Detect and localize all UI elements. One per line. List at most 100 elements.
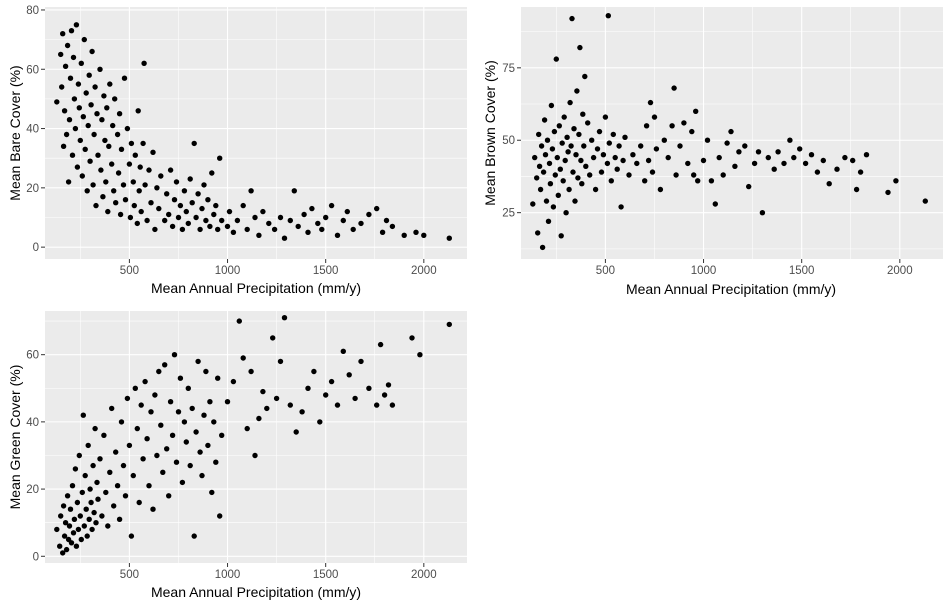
data-point bbox=[91, 131, 97, 138]
data-point bbox=[671, 85, 677, 91]
data-point bbox=[130, 472, 136, 479]
data-point bbox=[142, 378, 148, 385]
data-point bbox=[88, 102, 94, 108]
data-point bbox=[134, 425, 140, 432]
data-point bbox=[166, 211, 172, 218]
data-point bbox=[209, 170, 215, 176]
data-point bbox=[215, 226, 221, 233]
data-point bbox=[62, 63, 69, 69]
data-point bbox=[700, 157, 707, 164]
data-point bbox=[732, 163, 738, 169]
data-point bbox=[118, 419, 125, 425]
data-point bbox=[352, 395, 358, 402]
data-point bbox=[576, 131, 582, 138]
data-point bbox=[608, 178, 614, 184]
data-point bbox=[634, 160, 640, 167]
data-point bbox=[109, 161, 115, 167]
data-point bbox=[802, 160, 809, 167]
data-point bbox=[166, 493, 172, 499]
data-point bbox=[381, 392, 388, 398]
data-point bbox=[647, 99, 654, 106]
data-point bbox=[107, 469, 113, 475]
data-point bbox=[82, 146, 88, 152]
data-point bbox=[134, 220, 140, 227]
data-point bbox=[724, 140, 730, 146]
data-point bbox=[787, 137, 793, 143]
data-point bbox=[120, 182, 127, 188]
data-point bbox=[140, 456, 146, 462]
data-point bbox=[260, 208, 266, 215]
data-point bbox=[587, 172, 593, 178]
data-point bbox=[401, 232, 407, 238]
y-tick-label: 0 bbox=[33, 242, 39, 254]
data-point bbox=[75, 526, 82, 533]
data-point bbox=[266, 220, 272, 227]
y-tick-label: 80 bbox=[26, 5, 39, 17]
data-point bbox=[88, 499, 94, 506]
data-point bbox=[92, 84, 98, 90]
data-point bbox=[585, 120, 591, 126]
data-point bbox=[315, 220, 321, 227]
data-point bbox=[193, 429, 199, 435]
data-point bbox=[146, 483, 152, 489]
data-point bbox=[195, 191, 201, 197]
data-point bbox=[605, 13, 611, 19]
data-point bbox=[544, 137, 551, 143]
data-point bbox=[65, 179, 72, 185]
data-point bbox=[63, 131, 70, 138]
data-point bbox=[177, 375, 184, 381]
axes: 500 1000 1500 2000 25 50 75 bbox=[502, 63, 912, 277]
data-point bbox=[185, 385, 191, 391]
data-point bbox=[211, 419, 217, 425]
data-point bbox=[638, 143, 644, 149]
x-tick-label: 1000 bbox=[691, 265, 717, 277]
data-point bbox=[669, 123, 675, 129]
data-point bbox=[114, 483, 121, 489]
data-point bbox=[704, 137, 711, 143]
data-point bbox=[328, 202, 335, 209]
data-point bbox=[622, 134, 628, 140]
data-point bbox=[215, 375, 221, 381]
scatter-points bbox=[54, 315, 452, 556]
data-point bbox=[95, 152, 101, 158]
data-point bbox=[152, 226, 158, 233]
data-point bbox=[570, 169, 576, 175]
data-point bbox=[252, 452, 258, 459]
data-point bbox=[311, 368, 317, 375]
data-point bbox=[377, 341, 384, 348]
data-point bbox=[82, 472, 88, 479]
data-point bbox=[173, 459, 180, 465]
data-point bbox=[83, 90, 89, 96]
data-point bbox=[260, 388, 266, 395]
data-point bbox=[191, 140, 197, 147]
data-point bbox=[620, 157, 626, 164]
data-point bbox=[366, 211, 372, 218]
data-point bbox=[142, 182, 148, 188]
data-point bbox=[592, 186, 599, 193]
data-point bbox=[309, 205, 315, 212]
data-point bbox=[152, 392, 158, 398]
data-point bbox=[771, 166, 777, 172]
data-point bbox=[446, 321, 452, 328]
data-point bbox=[413, 229, 419, 235]
data-point bbox=[863, 152, 870, 158]
data-point bbox=[203, 368, 209, 375]
data-point bbox=[150, 506, 156, 512]
data-point bbox=[552, 172, 558, 178]
data-point bbox=[409, 335, 415, 341]
data-point bbox=[68, 28, 75, 34]
data-point bbox=[271, 226, 278, 233]
data-point bbox=[207, 399, 213, 405]
y-tick-label: 40 bbox=[26, 417, 39, 429]
data-point bbox=[340, 217, 346, 224]
data-point bbox=[219, 217, 225, 224]
data-point bbox=[853, 186, 860, 193]
data-point bbox=[130, 179, 136, 185]
data-point bbox=[156, 368, 162, 375]
x-tick-label: 1000 bbox=[215, 569, 241, 581]
data-point bbox=[131, 202, 137, 209]
data-point bbox=[97, 66, 103, 73]
data-point bbox=[105, 208, 111, 215]
data-point bbox=[99, 513, 105, 519]
